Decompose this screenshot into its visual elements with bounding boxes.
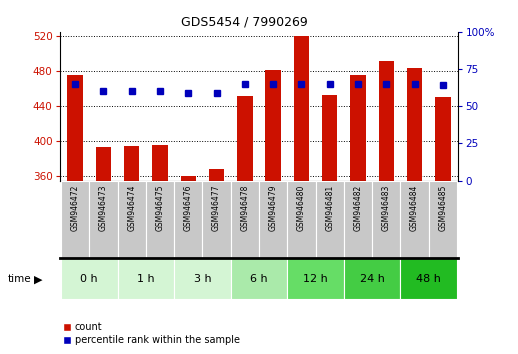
Bar <box>180 176 196 181</box>
Text: GSM946484: GSM946484 <box>410 184 419 231</box>
Bar <box>174 258 231 299</box>
Text: GSM946477: GSM946477 <box>212 184 221 231</box>
Bar <box>400 181 429 258</box>
Text: 3 h: 3 h <box>194 274 211 284</box>
Text: 6 h: 6 h <box>250 274 268 284</box>
Text: GSM946480: GSM946480 <box>297 184 306 231</box>
Text: ▶: ▶ <box>34 275 42 285</box>
Bar <box>372 181 400 258</box>
Bar <box>344 258 400 299</box>
Bar <box>294 36 309 181</box>
Bar <box>350 75 366 181</box>
Text: GSM946482: GSM946482 <box>353 184 363 231</box>
Bar <box>231 258 287 299</box>
Bar <box>152 145 168 181</box>
Text: GSM946474: GSM946474 <box>127 184 136 231</box>
Bar <box>67 75 83 181</box>
Bar <box>203 181 231 258</box>
Text: GSM946481: GSM946481 <box>325 184 334 231</box>
Text: GSM946478: GSM946478 <box>240 184 249 231</box>
Text: 0 h: 0 h <box>80 274 98 284</box>
Bar <box>287 181 315 258</box>
Bar <box>379 61 394 181</box>
Bar <box>61 181 89 258</box>
Bar <box>237 96 253 181</box>
Text: GSM946485: GSM946485 <box>438 184 448 231</box>
Text: GSM946479: GSM946479 <box>269 184 278 231</box>
Bar <box>429 181 457 258</box>
Bar <box>96 147 111 181</box>
Bar <box>400 258 457 299</box>
Bar <box>322 95 338 181</box>
Text: time: time <box>8 274 32 284</box>
Text: 24 h: 24 h <box>359 274 384 284</box>
Text: GSM946475: GSM946475 <box>155 184 165 231</box>
Bar <box>118 181 146 258</box>
Text: GSM946476: GSM946476 <box>184 184 193 231</box>
Bar <box>124 145 139 181</box>
Bar <box>287 258 344 299</box>
Bar <box>89 181 118 258</box>
Bar <box>209 169 224 181</box>
Text: GSM946473: GSM946473 <box>99 184 108 231</box>
Bar <box>231 181 259 258</box>
Bar <box>407 68 422 181</box>
Bar <box>118 258 174 299</box>
Bar <box>259 181 287 258</box>
Bar <box>174 181 203 258</box>
Legend: count, percentile rank within the sample: count, percentile rank within the sample <box>59 319 243 349</box>
Bar <box>344 181 372 258</box>
Bar <box>315 181 344 258</box>
Bar <box>265 70 281 181</box>
Bar <box>146 181 174 258</box>
Bar <box>61 258 118 299</box>
Bar <box>435 97 451 181</box>
Text: 1 h: 1 h <box>137 274 155 284</box>
Text: GSM946483: GSM946483 <box>382 184 391 231</box>
Text: 12 h: 12 h <box>303 274 328 284</box>
Text: GSM946472: GSM946472 <box>70 184 80 231</box>
Text: GDS5454 / 7990269: GDS5454 / 7990269 <box>181 16 308 29</box>
Text: 48 h: 48 h <box>416 274 441 284</box>
